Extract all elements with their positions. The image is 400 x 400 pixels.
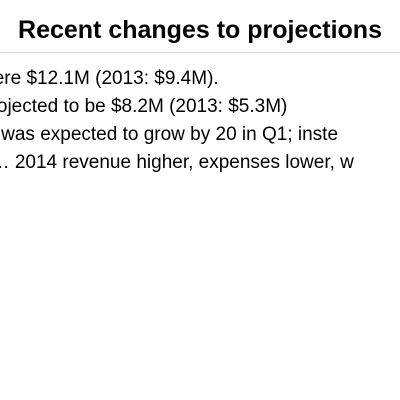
bullet-list: were $12.1M (2013: $9.4M). projected to … bbox=[0, 65, 354, 205]
bullet-line-projection: projected to be $8.2M (2013: $5.3M) bbox=[0, 96, 288, 117]
bullet-line-revenue: were $12.1M (2013: $9.4M). bbox=[0, 68, 219, 89]
bullet-line-growth: nt was expected to grow by 20 in Q1; ins… bbox=[0, 124, 339, 145]
bullet-line-continuation: n bbox=[0, 177, 354, 205]
bullet-line-summary: e… 2014 revenue higher, expenses lower, … bbox=[0, 152, 354, 173]
title-divider bbox=[0, 52, 400, 53]
slide-title: Recent changes to projections bbox=[18, 16, 382, 44]
